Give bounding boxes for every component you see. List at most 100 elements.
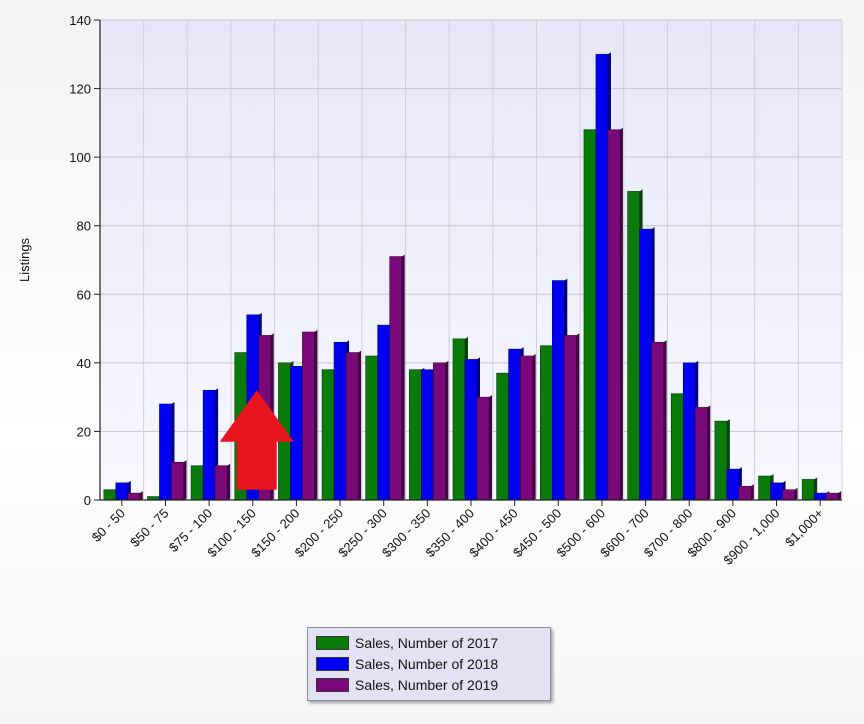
bar-face	[333, 341, 347, 501]
up-arrow-annotation	[219, 390, 294, 490]
bars	[103, 52, 842, 501]
bar-face	[476, 396, 490, 501]
y-tick-label: 140	[69, 13, 91, 28]
bar-face	[421, 369, 434, 501]
legend-item-2019: Sales, Number of 2019	[316, 674, 542, 695]
x-tick-label: $0 - 50	[89, 506, 128, 545]
legend: Sales, Number of 2017 Sales, Number of 2…	[307, 627, 551, 701]
bar-face	[563, 335, 577, 501]
bar	[302, 330, 318, 501]
bar-face	[694, 407, 708, 501]
bar-face	[190, 465, 204, 501]
bar-face	[714, 420, 728, 501]
bar-face	[583, 129, 597, 501]
bar-face	[103, 489, 117, 501]
bar	[520, 354, 536, 501]
bar	[171, 460, 187, 501]
bar-face	[452, 338, 466, 501]
bar-face	[159, 403, 172, 501]
bar-face	[171, 461, 184, 501]
legend-swatch-2017	[316, 635, 349, 650]
bar-face	[464, 359, 478, 501]
bar-face	[551, 280, 565, 501]
bar-side	[401, 254, 405, 500]
bar-face	[670, 393, 684, 501]
bar-face	[365, 355, 379, 501]
bar-side	[445, 360, 449, 500]
legend-swatch-2019	[316, 677, 349, 692]
x-tick-label: $1,000+	[782, 506, 826, 550]
bar	[563, 333, 580, 501]
bar-side	[139, 491, 143, 500]
bar	[476, 395, 492, 501]
bar-face	[607, 129, 621, 501]
bar	[345, 350, 362, 501]
bar-side	[707, 405, 711, 500]
bar	[389, 254, 405, 501]
y-tick-label: 120	[69, 82, 91, 97]
grid	[99, 19, 843, 500]
legend-label-2018: Sales, Number of 2018	[355, 655, 499, 672]
bar-face	[496, 372, 509, 501]
bar-side	[532, 354, 536, 500]
bar-face	[389, 256, 403, 501]
bar-face	[127, 492, 141, 501]
bar-face	[539, 345, 553, 501]
bar-side	[576, 333, 580, 500]
bar	[738, 484, 754, 501]
up-arrow-shape	[219, 390, 294, 490]
y-tick-labels: 0 20 40 60 80 100 120 140	[69, 13, 91, 508]
bar	[782, 487, 798, 501]
y-tick-label: 20	[77, 424, 91, 439]
bar-face	[508, 348, 521, 501]
y-tick-label: 80	[77, 219, 91, 234]
bar-face	[738, 485, 752, 501]
bar-face	[770, 482, 783, 501]
y-tick-label: 0	[84, 493, 91, 508]
bar-face	[202, 389, 216, 501]
legend-item-2018: Sales, Number of 2018	[316, 653, 542, 674]
bar-side	[358, 350, 362, 500]
bar-face	[302, 331, 315, 501]
bar-side	[663, 340, 667, 500]
legend-label-2017: Sales, Number of 2017	[355, 634, 499, 651]
bar-face	[409, 369, 422, 501]
bar	[651, 340, 667, 501]
bar-face	[639, 228, 652, 501]
bar-face	[345, 352, 359, 501]
bar	[214, 463, 231, 501]
bar-face	[758, 475, 771, 501]
bar-face	[214, 465, 228, 501]
axes	[94, 19, 842, 506]
bar-face	[433, 362, 446, 501]
bar-face	[825, 492, 839, 501]
y-tick-label: 40	[77, 356, 91, 371]
bar-face	[726, 468, 740, 501]
bar-face	[813, 492, 827, 501]
bar-side	[794, 487, 798, 500]
bar-face	[377, 324, 391, 501]
bar-side	[314, 330, 318, 500]
legend-label-2019: Sales, Number of 2019	[355, 676, 499, 693]
bar-face	[801, 479, 815, 501]
bar-face	[651, 341, 664, 501]
bar-face	[682, 362, 696, 501]
y-tick-label: 100	[69, 150, 91, 165]
bar-face	[595, 53, 609, 501]
bar-face	[115, 482, 129, 501]
x-tick-labels: $0 - 50 $50 - 75$75 - 100$100 - 150$150 -…	[89, 506, 827, 568]
bar	[607, 127, 623, 501]
bar-side	[183, 460, 187, 500]
bar	[694, 405, 711, 501]
bar-face	[321, 369, 335, 501]
legend-item-2017: Sales, Number of 2017	[316, 632, 542, 653]
bar-side	[489, 395, 492, 500]
bar-face	[627, 191, 640, 501]
legend-swatch-2018	[316, 656, 349, 671]
bar-face	[290, 365, 303, 501]
bar-side	[227, 463, 231, 500]
bar-side	[838, 491, 842, 500]
bar	[825, 491, 842, 501]
bar-face	[520, 355, 533, 501]
